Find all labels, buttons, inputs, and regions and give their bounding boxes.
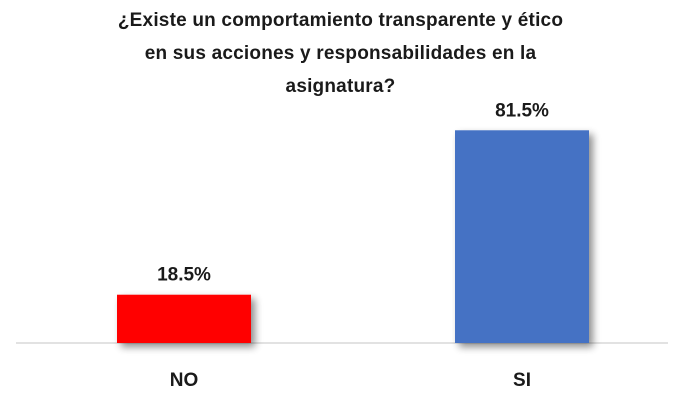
x-tick-label-no: NO xyxy=(170,370,199,391)
data-label-si: 81.5% xyxy=(495,100,549,121)
x-tick-label-si: SI xyxy=(513,370,531,391)
chart-title-line-2: en sus acciones y responsabilidades en l… xyxy=(144,43,537,64)
bar-si xyxy=(455,130,589,343)
bars-group: 18.5% NO 81.5% SI xyxy=(117,100,589,391)
bar-no xyxy=(117,294,251,343)
chart-title-line-1: ¿Existe un comportamiento transparente y… xyxy=(117,10,564,31)
chart-title-line-3: asignatura? xyxy=(285,76,396,97)
data-label-no: 18.5% xyxy=(157,265,211,286)
